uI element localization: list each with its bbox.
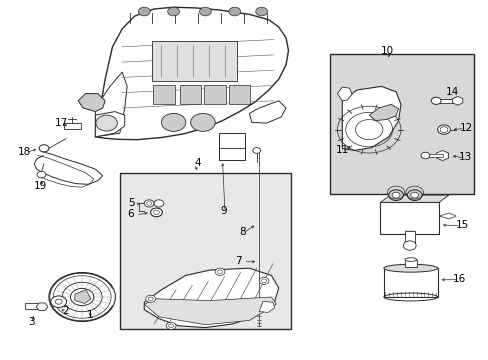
Text: 5: 5: [127, 198, 134, 208]
Circle shape: [217, 270, 222, 274]
Polygon shape: [380, 195, 448, 202]
Polygon shape: [144, 297, 276, 325]
Text: 10: 10: [381, 46, 393, 57]
Polygon shape: [95, 112, 124, 137]
Circle shape: [39, 145, 49, 152]
Bar: [439, 99, 453, 103]
Circle shape: [252, 148, 260, 153]
Circle shape: [391, 192, 399, 198]
Circle shape: [145, 295, 155, 302]
Polygon shape: [337, 87, 351, 101]
Bar: [151, 41, 237, 81]
Polygon shape: [438, 213, 455, 219]
Text: 15: 15: [454, 220, 468, 230]
Bar: [25, 303, 39, 309]
Circle shape: [437, 125, 449, 134]
Text: 11: 11: [335, 145, 348, 156]
Circle shape: [255, 7, 267, 16]
Circle shape: [166, 322, 176, 329]
Polygon shape: [249, 101, 285, 123]
Circle shape: [215, 268, 224, 275]
Text: 4: 4: [194, 158, 201, 168]
Polygon shape: [95, 72, 127, 137]
Circle shape: [70, 288, 94, 306]
Circle shape: [150, 208, 162, 217]
Bar: [329, 54, 473, 194]
Circle shape: [410, 192, 418, 198]
Circle shape: [148, 297, 153, 301]
Circle shape: [259, 277, 268, 284]
Circle shape: [37, 171, 46, 178]
Polygon shape: [144, 268, 278, 328]
Ellipse shape: [404, 258, 416, 261]
Bar: [63, 123, 81, 129]
Circle shape: [144, 200, 154, 207]
Text: 14: 14: [445, 87, 459, 97]
Polygon shape: [368, 104, 398, 121]
Circle shape: [153, 210, 159, 215]
Text: 17: 17: [54, 118, 68, 128]
Circle shape: [51, 296, 66, 307]
Polygon shape: [75, 290, 91, 303]
Circle shape: [190, 113, 215, 131]
Bar: [204, 85, 225, 104]
Polygon shape: [436, 150, 447, 161]
Bar: [427, 154, 442, 157]
Bar: [383, 268, 437, 297]
Circle shape: [138, 7, 150, 16]
Text: 1: 1: [87, 310, 94, 320]
Polygon shape: [36, 303, 48, 310]
Circle shape: [167, 7, 179, 16]
Circle shape: [168, 324, 173, 328]
Circle shape: [388, 190, 403, 201]
Circle shape: [154, 200, 163, 207]
Text: 13: 13: [458, 152, 471, 162]
Polygon shape: [259, 301, 274, 312]
Text: 3: 3: [28, 317, 35, 327]
Text: 12: 12: [458, 123, 472, 133]
Text: 7: 7: [235, 256, 242, 266]
Text: 19: 19: [33, 181, 47, 192]
Circle shape: [199, 7, 211, 16]
Text: 18: 18: [18, 147, 31, 157]
Polygon shape: [342, 86, 400, 150]
Circle shape: [439, 127, 447, 132]
Circle shape: [228, 7, 240, 16]
Circle shape: [55, 299, 62, 304]
Circle shape: [96, 115, 117, 131]
Bar: [180, 85, 201, 104]
Circle shape: [430, 97, 440, 104]
Text: 9: 9: [220, 206, 226, 216]
Circle shape: [420, 152, 429, 159]
Circle shape: [403, 241, 415, 250]
Circle shape: [407, 190, 421, 201]
Circle shape: [261, 279, 266, 283]
Bar: [120, 173, 290, 329]
Circle shape: [146, 202, 151, 205]
Bar: [228, 85, 250, 104]
Ellipse shape: [383, 264, 437, 272]
Polygon shape: [452, 96, 462, 105]
Polygon shape: [95, 7, 288, 140]
Bar: [380, 202, 438, 234]
Bar: [218, 133, 245, 160]
Text: 2: 2: [62, 306, 69, 316]
Bar: [404, 231, 414, 246]
Text: 16: 16: [452, 274, 466, 284]
Circle shape: [161, 113, 185, 131]
Bar: [404, 260, 416, 267]
Text: 6: 6: [127, 209, 134, 219]
Polygon shape: [78, 94, 105, 112]
Text: 8: 8: [239, 227, 246, 237]
Bar: [153, 85, 174, 104]
